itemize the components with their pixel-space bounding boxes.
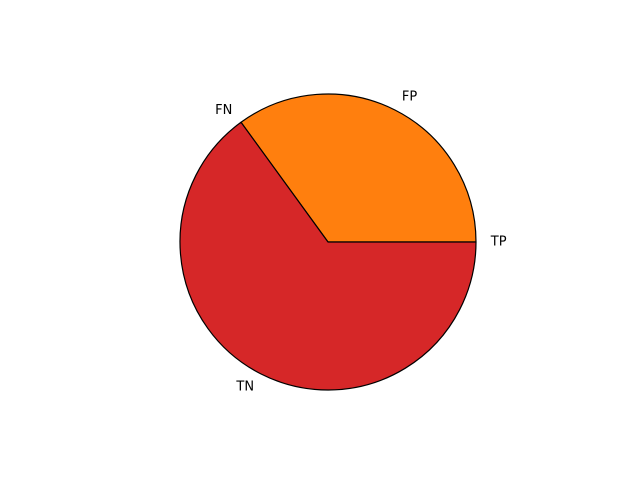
pie-label-fp: FP bbox=[402, 89, 417, 104]
pie-label-fn: FN bbox=[215, 103, 232, 118]
labels-layer: TP FP FN TN bbox=[215, 89, 507, 394]
slices-layer bbox=[179, 93, 477, 391]
pie-label-tn: TN bbox=[235, 380, 254, 395]
pie-slice-tn bbox=[179, 121, 477, 391]
pie-label-tp: TP bbox=[490, 235, 507, 250]
pie-slice-fp bbox=[240, 93, 477, 243]
